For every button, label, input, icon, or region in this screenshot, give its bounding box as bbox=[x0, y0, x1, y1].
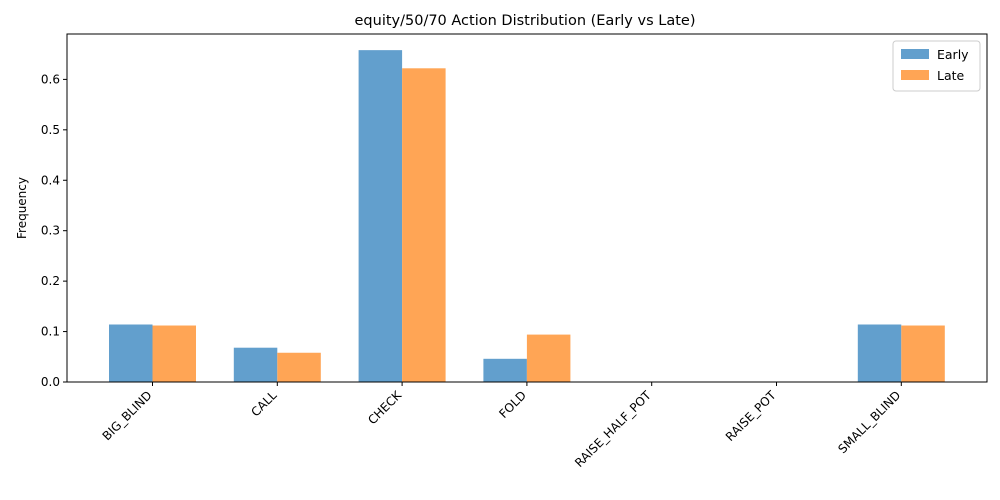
bar-early-call bbox=[233, 347, 278, 382]
x-tick-label: RAISE_POT bbox=[723, 388, 779, 444]
x-tick-label: CHECK bbox=[365, 387, 405, 427]
bar-early-fold bbox=[483, 358, 527, 382]
bars-group bbox=[109, 50, 945, 382]
y-tick-label: 0.6 bbox=[41, 72, 60, 86]
x-tick-label: FOLD bbox=[496, 388, 529, 421]
bar-early-check bbox=[358, 50, 403, 382]
y-axis-label: Frequency bbox=[15, 177, 29, 239]
bar-late-big_blind bbox=[152, 325, 196, 382]
legend-label-late: Late bbox=[937, 68, 965, 83]
bar-late-check bbox=[402, 68, 446, 382]
y-tick-label: 0.2 bbox=[41, 274, 60, 288]
bar-early-big_blind bbox=[109, 324, 153, 382]
bar-late-small_blind bbox=[901, 325, 945, 382]
x-tick-label: RAISE_HALF_POT bbox=[572, 388, 654, 470]
bar-late-call bbox=[277, 352, 321, 382]
x-tick-label: SMALL_BLIND bbox=[835, 388, 903, 456]
y-tick-label: 0.0 bbox=[41, 375, 60, 389]
legend-label-early: Early bbox=[937, 47, 969, 62]
legend-swatch-late bbox=[901, 70, 929, 80]
x-tick-label: BIG_BLIND bbox=[100, 388, 155, 443]
chart-title: equity/50/70 Action Distribution (Early … bbox=[355, 13, 696, 29]
bar-late-fold bbox=[526, 334, 571, 382]
legend: Early Late bbox=[892, 40, 981, 92]
y-tick-label: 0.5 bbox=[41, 123, 60, 137]
y-tick-label: 0.3 bbox=[41, 224, 60, 238]
y-tick-label: 0.4 bbox=[41, 173, 60, 187]
axes-group: 0.0 0.1 0.2 0.3 0.4 0.5 0.6 BIG_BLIND CALL CHECK F… bbox=[41, 33, 988, 470]
legend-swatch-early bbox=[901, 49, 929, 59]
y-tick-label: 0.1 bbox=[41, 325, 60, 339]
plot-frame bbox=[66, 33, 988, 383]
bar-early-small_blind bbox=[857, 324, 902, 382]
x-tick-label: CALL bbox=[248, 388, 279, 419]
